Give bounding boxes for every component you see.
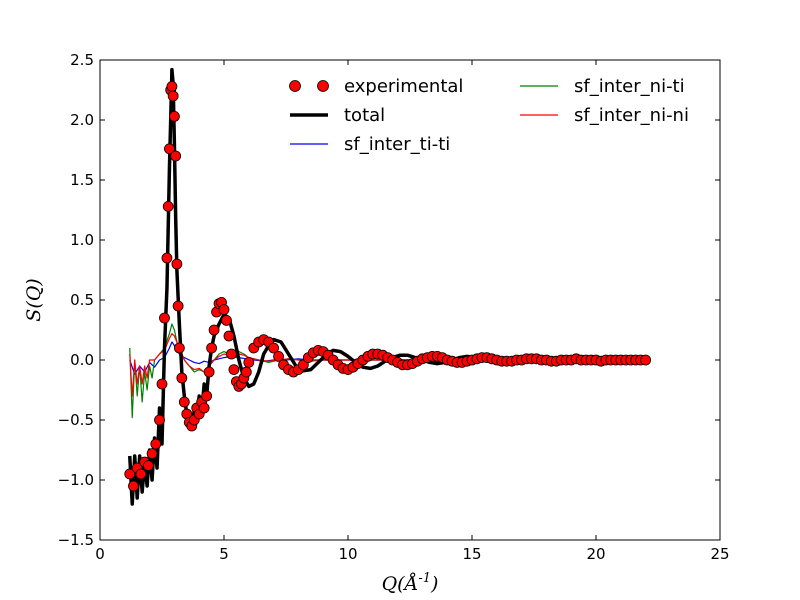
y-tick-label: −0.5 xyxy=(58,411,94,429)
data-point xyxy=(150,438,162,450)
legend-marker xyxy=(317,80,329,92)
y-tick-label: 0.5 xyxy=(70,291,94,309)
data-point xyxy=(640,354,651,366)
data-point xyxy=(228,364,240,376)
legend-entry-sf-inter-ti-ti: sf_inter_ti-ti xyxy=(290,134,450,155)
data-point xyxy=(176,372,188,384)
data-point xyxy=(201,390,213,402)
legend-entry-total: total xyxy=(290,105,385,126)
legend-label: experimental xyxy=(344,76,463,97)
series-layer xyxy=(124,67,651,506)
data-point xyxy=(218,304,230,316)
data-point xyxy=(221,314,232,326)
data-point xyxy=(146,448,158,460)
data-point xyxy=(168,111,180,122)
y-tick-label: 2.5 xyxy=(70,51,94,69)
legend-label: sf_inter_ti-ti xyxy=(344,134,450,155)
data-point xyxy=(128,480,139,492)
x-tick-label: 5 xyxy=(219,545,229,563)
data-point xyxy=(162,200,174,212)
y-tick-label: 1.5 xyxy=(70,171,94,189)
x-tick-label: 10 xyxy=(338,545,357,563)
data-point xyxy=(135,468,147,480)
legend-marker xyxy=(289,80,301,92)
y-tick-label: 2.0 xyxy=(70,111,94,129)
data-point xyxy=(198,402,210,414)
data-point xyxy=(208,324,220,336)
legend-label: total xyxy=(344,105,385,126)
data-point xyxy=(167,90,179,102)
x-axis-title: Q(Å-1) xyxy=(382,571,439,595)
data-point xyxy=(156,378,168,390)
data-point xyxy=(226,348,237,360)
legend-label: sf_inter_ni-ni xyxy=(574,105,689,126)
ticks-layer: 0 5 10 15 20 25 −1.5 −1.0 −0.5 0.0 0.5 1.0 1.5 2.0 2.5 xyxy=(58,51,730,563)
y-axis-title: S(Q) xyxy=(23,278,45,321)
data-point xyxy=(223,330,235,342)
data-point xyxy=(206,342,218,354)
legend-entry-sf-inter-ni-ni: sf_inter_ni-ni xyxy=(520,105,689,126)
data-point xyxy=(178,396,190,408)
plot-frame xyxy=(99,59,721,541)
x-tick-label: 0 xyxy=(95,545,105,563)
data-point xyxy=(171,258,183,270)
data-point xyxy=(268,342,280,354)
legend-entry-sf-inter-ni-ti: sf_inter_ni-ti xyxy=(520,76,685,97)
y-tick-label: 0.0 xyxy=(70,351,94,369)
data-point xyxy=(240,366,252,378)
data-point xyxy=(243,356,255,368)
legend-entry-experimental: experimental xyxy=(289,76,463,97)
y-tick-label: −1.0 xyxy=(58,471,94,489)
data-point xyxy=(173,342,185,354)
y-tick-label: 1.0 xyxy=(70,231,94,249)
data-point xyxy=(159,312,170,324)
legend: experimental total sf_inter_ti-ti sf_inter_… xyxy=(289,76,689,155)
y-tick-label: −1.5 xyxy=(58,531,94,549)
data-point xyxy=(172,300,184,312)
x-tick-label: 20 xyxy=(586,545,605,563)
x-tick-label: 15 xyxy=(462,545,481,563)
data-point xyxy=(154,414,165,426)
data-point xyxy=(166,81,178,92)
data-point xyxy=(142,460,154,472)
data-point xyxy=(164,143,175,155)
data-point xyxy=(124,468,136,480)
legend-label: sf_inter_ni-ti xyxy=(574,76,685,97)
data-point xyxy=(273,350,284,362)
data-point xyxy=(161,252,173,264)
x-tick-label: 25 xyxy=(710,545,729,563)
data-point xyxy=(203,366,215,378)
series-markers-experimental xyxy=(124,81,651,492)
data-point xyxy=(170,150,182,162)
